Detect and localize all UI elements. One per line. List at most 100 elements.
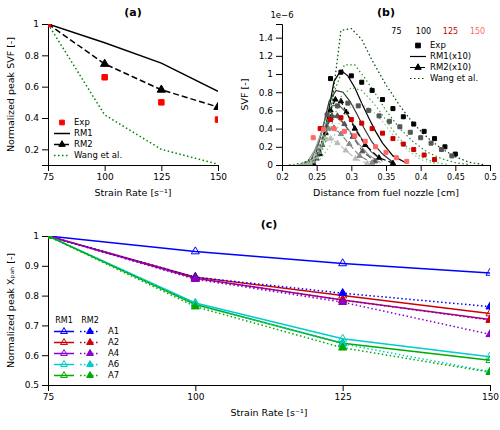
legend-label: Wang et al. [430,73,478,83]
y-tick-label: 0.8 [25,291,40,301]
scatter-point [339,116,343,120]
scatter-point [353,134,357,138]
y-tick-mark [42,266,48,267]
legend: RM1RM2A1A2A4A6A7 [54,316,119,380]
x-axis: 75100125150 [43,385,500,402]
y-tick-mark [42,325,48,326]
y-tick-mark [42,296,48,297]
annotation: 150 [470,27,485,36]
series-line [48,24,218,164]
x-tick-label: 0.2 [276,173,289,182]
scatter-point [329,118,333,122]
x-tick: 0.3 [345,165,358,182]
panel: 751001251500.50.60.70.80.91(c)Strain Rat… [5,218,499,418]
x-tick: 75 [43,165,54,182]
y-tick-mark [42,55,48,56]
line-marker [344,109,349,114]
scatter-point [433,137,437,141]
x-tick-label: 125 [335,392,352,402]
y-tick-label: 1 [33,19,39,29]
line-marker [328,136,333,141]
legend-label: Wang et al. [74,150,122,160]
y-axis-title: Normalized peak Xₚₐₕ [-] [5,253,16,368]
scatter-point [439,148,443,152]
scatter-point [391,107,395,111]
x-tick: 150 [482,385,499,402]
line-marker [48,236,52,238]
line-marker [352,126,357,131]
legend-handle-marker [87,361,94,367]
y-tick-label: 1.4 [259,33,274,43]
y-tick: 0.2 [259,142,282,152]
x-tick-label: 75 [43,392,54,402]
line-marker [390,160,395,165]
series-line [289,104,435,165]
y-tick-mark [276,92,282,93]
legend-label: A7 [108,370,119,380]
x-tick: 0.25 [308,165,326,182]
line-marker [376,155,381,160]
scatter-point [412,122,416,126]
x-tick-label: 75 [43,172,54,182]
scatter-point [356,104,360,108]
scatter-point [387,119,391,123]
line-marker [365,161,370,165]
scatter-point [332,127,336,131]
scatter-point [335,104,339,108]
scatter-point [311,136,315,140]
legend-handle-marker [415,64,421,70]
x-axis-title: Distance from fuel nozzle [cm] [313,187,459,198]
x-tick: 75 [43,385,54,402]
y-tick: 0.8 [25,51,48,61]
y-tick-mark [276,56,282,57]
line-marker [48,24,52,26]
series-line [48,236,490,360]
scatter-point [408,130,412,134]
line-marker [191,274,199,281]
y-tick-label: 1 [33,231,39,241]
scatter-point [346,101,350,105]
title: (b) [377,6,395,19]
legend-handle-marker [60,120,65,125]
legend: ExpRM1RM2Wang et al. [54,117,122,160]
line-marker [486,352,490,359]
series-line [48,236,490,372]
scatter-point [394,156,398,160]
y-axis-line [42,237,49,386]
x-axis-line [49,166,219,172]
scatter-point [360,80,364,84]
legend-handle [54,375,74,377]
line-marker [48,236,52,238]
scatter-point [422,153,426,157]
y-tick-mark [276,110,282,111]
y-tick-label: 0.7 [25,321,39,331]
legend-handle-marker [61,372,68,378]
x-tick-mark [421,165,422,171]
y-tick-label: 0.6 [25,351,40,361]
x-axis-line [283,166,491,172]
scatter-point [374,145,378,149]
y-tick-label: 0.4 [259,124,274,134]
x-tick-label: 125 [153,172,170,182]
x-tick-mark [455,165,456,171]
y-tick-label: 0.9 [25,261,40,271]
line-marker [342,121,347,126]
x-tick-mark [351,165,352,171]
legend-handle-marker [61,361,68,367]
series-line [48,236,490,372]
y-tick: 0.6 [259,106,282,116]
y-tick: 0.7 [25,321,48,331]
y-tick-label: 0.2 [25,145,39,155]
y-tick-label: 0.4 [25,113,40,123]
line-marker [486,315,490,322]
y-tick-mark [276,74,282,75]
y-tick: 0.6 [25,82,48,92]
x-tick-label: 0.4 [415,173,428,182]
x-tick-label: 100 [97,172,114,182]
legend-label: A4 [108,348,119,358]
x-tick-label: 0.5 [484,173,497,182]
line-marker [339,259,347,266]
y-axis-title: SVF [-] [239,79,250,111]
x-tick-mark [490,165,491,171]
scatter-point [401,115,405,119]
